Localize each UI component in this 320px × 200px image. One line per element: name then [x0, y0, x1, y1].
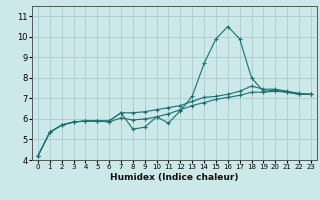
X-axis label: Humidex (Indice chaleur): Humidex (Indice chaleur) — [110, 173, 239, 182]
